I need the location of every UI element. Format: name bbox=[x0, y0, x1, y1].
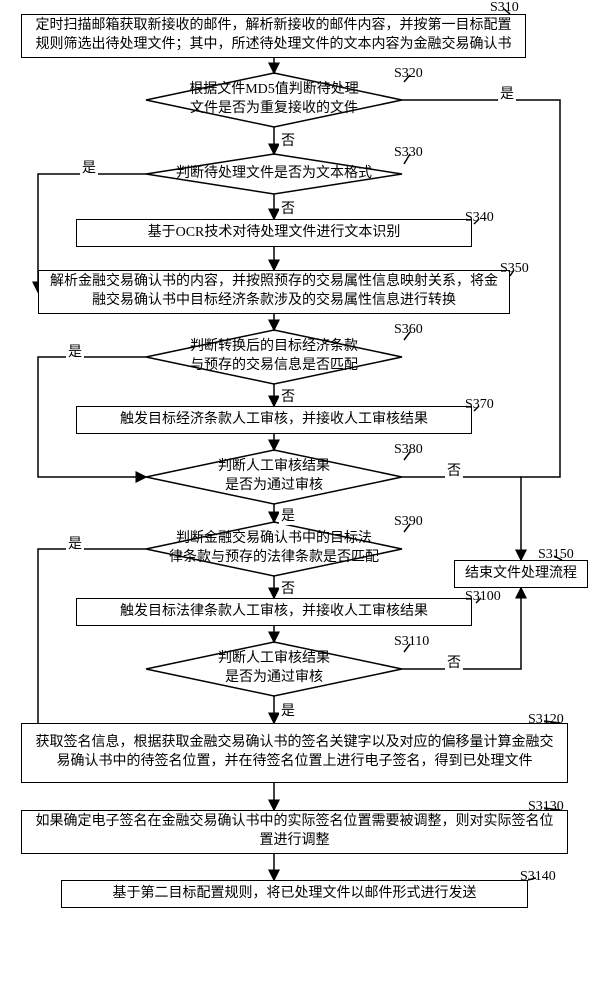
s380: 判断人工审核结果是否为通过审核 bbox=[146, 450, 402, 504]
l370: S370 bbox=[465, 397, 494, 413]
l3130: S3130 bbox=[528, 799, 564, 815]
s3110: 判断人工审核结果是否为通过审核 bbox=[146, 642, 402, 696]
s370: 触发目标经济条款人工审核，并接收人工审核结果 bbox=[76, 406, 472, 434]
l380: S380 bbox=[394, 442, 423, 458]
s360: 判断转换后的目标经济条款与预存的交易信息是否匹配 bbox=[146, 330, 402, 384]
edge-label: 是 bbox=[279, 505, 297, 525]
l3140: S3140 bbox=[520, 869, 556, 885]
edge-label: 否 bbox=[445, 460, 463, 480]
l3120: S3120 bbox=[528, 712, 564, 728]
s3100: 触发目标法律条款人工审核，并接收人工审核结果 bbox=[76, 598, 472, 626]
l310: S310 bbox=[490, 0, 519, 16]
s3130: 如果确定电子签名在金融交易确认书中的实际签名位置需要被调整，则对实际签名位置进行… bbox=[21, 810, 568, 854]
l350: S350 bbox=[500, 261, 529, 277]
l360: S360 bbox=[394, 322, 423, 338]
s3120: 获取签名信息，根据获取金融交易确认书的签名关键字以及对应的偏移量计算金融交易确认… bbox=[21, 723, 568, 783]
l390: S390 bbox=[394, 514, 423, 530]
s340: 基于OCR技术对待处理文件进行文本识别 bbox=[76, 219, 472, 247]
edge-label: 否 bbox=[279, 130, 297, 150]
l3150: S3150 bbox=[538, 547, 574, 563]
edge-label: 是 bbox=[279, 700, 297, 720]
s320: 根据文件MD5值判断待处理文件是否为重复接收的文件 bbox=[146, 73, 402, 127]
edge-label: 否 bbox=[279, 578, 297, 598]
edge-label: 是 bbox=[66, 533, 84, 553]
edge-label: 是 bbox=[498, 83, 516, 103]
s390: 判断金融交易确认书中的目标法律条款与预存的法律条款是否匹配 bbox=[146, 522, 402, 576]
s3150: 结束文件处理流程 bbox=[454, 560, 588, 588]
edge-label: 是 bbox=[80, 157, 98, 177]
edge-label: 否 bbox=[445, 652, 463, 672]
edge-label: 否 bbox=[279, 198, 297, 218]
l340: S340 bbox=[465, 210, 494, 226]
s350: 解析金融交易确认书的内容，并按照预存的交易属性信息映射关系，将金融交易确认书中目… bbox=[38, 270, 510, 314]
s3140: 基于第二目标配置规则，将已处理文件以邮件形式进行发送 bbox=[61, 880, 528, 908]
edge-label: 是 bbox=[66, 341, 84, 361]
l3100: S3100 bbox=[465, 589, 501, 605]
edge-label: 否 bbox=[279, 386, 297, 406]
s330: 判断待处理文件是否为文本格式 bbox=[146, 154, 402, 194]
l330: S330 bbox=[394, 145, 423, 161]
s310: 定时扫描邮箱获取新接收的邮件，解析新接收的邮件内容，并按第一目标配置规则筛选出待… bbox=[21, 14, 526, 58]
l3110: S3110 bbox=[394, 634, 429, 650]
l320: S320 bbox=[394, 66, 423, 82]
